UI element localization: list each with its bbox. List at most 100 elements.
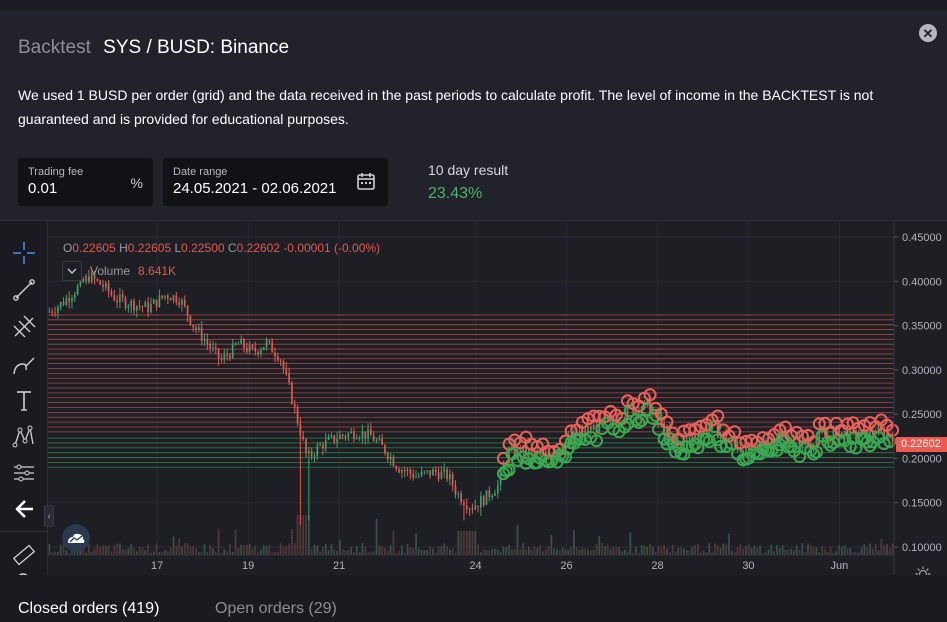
volume-bar bbox=[319, 551, 321, 555]
volume-bar bbox=[446, 546, 448, 555]
date-range-field[interactable]: Date range 24.05.2021 - 02.06.2021 bbox=[163, 158, 388, 206]
volume-bar bbox=[155, 543, 158, 555]
brush-tool[interactable] bbox=[9, 351, 39, 379]
volume-bar bbox=[618, 546, 620, 555]
volume-bar bbox=[626, 551, 629, 555]
zoom-tool[interactable] bbox=[9, 567, 39, 576]
pattern-tool[interactable] bbox=[9, 423, 39, 451]
volume-bar bbox=[417, 548, 420, 555]
volume-bar bbox=[705, 552, 708, 555]
forecast-icon bbox=[14, 464, 34, 482]
brush-icon bbox=[13, 357, 35, 375]
volume-bar bbox=[762, 552, 764, 555]
candle-body bbox=[437, 472, 440, 479]
volume-bar bbox=[316, 545, 319, 555]
sell-marker bbox=[711, 409, 725, 423]
candle-body bbox=[519, 447, 522, 453]
candle-body bbox=[257, 351, 259, 354]
volume-bar bbox=[144, 550, 147, 555]
date-range-value: 24.05.2021 - 02.06.2021 bbox=[173, 180, 337, 197]
volume-bar bbox=[773, 551, 775, 555]
volume-bar bbox=[778, 548, 781, 555]
trading-fee-field[interactable]: Trading fee 0.01 % bbox=[18, 158, 153, 206]
chart-area[interactable]: ‹ 0.45000 0.40000 0.35000 0.30000 0.25000 0.2… bbox=[0, 220, 947, 582]
volume-bar bbox=[877, 550, 880, 555]
crosshair-tool[interactable] bbox=[9, 239, 39, 267]
candle-body bbox=[175, 295, 178, 303]
close-button[interactable]: ✕ bbox=[919, 24, 937, 42]
candle-body bbox=[454, 485, 457, 495]
volume-bar bbox=[480, 552, 482, 555]
buy-marker bbox=[702, 434, 716, 448]
volume-bar bbox=[849, 548, 852, 555]
price-chart[interactable]: 0.45000 0.40000 0.35000 0.30000 0.25000 0.200… bbox=[48, 221, 947, 576]
volume-bar bbox=[485, 550, 488, 555]
tab-open-orders[interactable]: Open orders (29) bbox=[215, 600, 337, 617]
candle-body bbox=[293, 403, 296, 407]
buy-marker bbox=[725, 437, 739, 451]
volume-toggle-button[interactable] bbox=[62, 261, 82, 281]
tab-closed-orders[interactable]: Closed orders (419) bbox=[18, 600, 160, 617]
volume-bar bbox=[770, 545, 773, 555]
volume-bar bbox=[508, 544, 510, 555]
volume-bar bbox=[874, 544, 877, 555]
volume-bar bbox=[460, 531, 462, 555]
candle-body bbox=[468, 508, 471, 510]
volume-bar bbox=[522, 543, 525, 555]
volume-bar bbox=[104, 545, 107, 555]
candle-body bbox=[183, 300, 186, 306]
candle-body bbox=[279, 360, 282, 362]
candle-body bbox=[688, 437, 691, 439]
candle-body bbox=[51, 311, 54, 313]
candle-body bbox=[322, 444, 324, 449]
volume-bar bbox=[392, 530, 395, 555]
candle-body bbox=[330, 435, 333, 437]
volume-bar bbox=[530, 549, 533, 555]
ruler-tool[interactable] bbox=[9, 541, 39, 569]
volume-bar bbox=[465, 531, 468, 555]
candle-body bbox=[821, 431, 823, 433]
sell-marker bbox=[683, 423, 697, 437]
volume-bar bbox=[838, 545, 840, 555]
sell-marker bbox=[795, 429, 809, 443]
volume-bar bbox=[835, 550, 838, 555]
calendar-icon[interactable] bbox=[356, 171, 376, 191]
candle-body bbox=[685, 437, 688, 439]
volume-bar bbox=[615, 547, 618, 555]
volume-bar bbox=[412, 548, 415, 555]
candle-body bbox=[646, 399, 649, 402]
toolbar-collapse-button[interactable]: ‹ bbox=[44, 505, 54, 527]
back-tool[interactable] bbox=[9, 495, 39, 523]
candle-body bbox=[282, 360, 285, 369]
candle-body bbox=[584, 429, 587, 434]
x-tick-label: 19 bbox=[242, 560, 254, 572]
volume-bar bbox=[398, 551, 400, 555]
candle-body bbox=[443, 469, 446, 472]
volume-bar bbox=[344, 550, 347, 555]
text-tool[interactable] bbox=[9, 387, 39, 415]
volume-bar bbox=[502, 546, 505, 555]
candle-body bbox=[446, 469, 448, 480]
fib-tool[interactable] bbox=[9, 313, 39, 341]
candle-body bbox=[874, 434, 877, 436]
candle-body bbox=[96, 279, 99, 281]
volume-bar bbox=[516, 524, 519, 555]
trend-line-tool[interactable] bbox=[9, 276, 39, 304]
candle-body bbox=[440, 471, 443, 479]
candle-body bbox=[243, 338, 245, 348]
volume-bar bbox=[595, 544, 598, 555]
candle-body bbox=[474, 505, 477, 510]
forecast-tool[interactable] bbox=[9, 459, 39, 487]
volume-bar bbox=[598, 535, 601, 555]
volume-bar bbox=[680, 546, 682, 555]
ruler-icon bbox=[12, 544, 36, 566]
volume-bar bbox=[790, 549, 792, 555]
candle-body bbox=[305, 439, 307, 453]
volume-bar bbox=[587, 549, 589, 555]
candle-body bbox=[113, 294, 116, 301]
volume-bar bbox=[505, 546, 508, 555]
volume-bar bbox=[310, 548, 313, 555]
candle-body bbox=[54, 312, 56, 314]
fib-retracement-icon bbox=[13, 315, 36, 338]
y-tick-label: 0.40000 bbox=[902, 276, 942, 288]
